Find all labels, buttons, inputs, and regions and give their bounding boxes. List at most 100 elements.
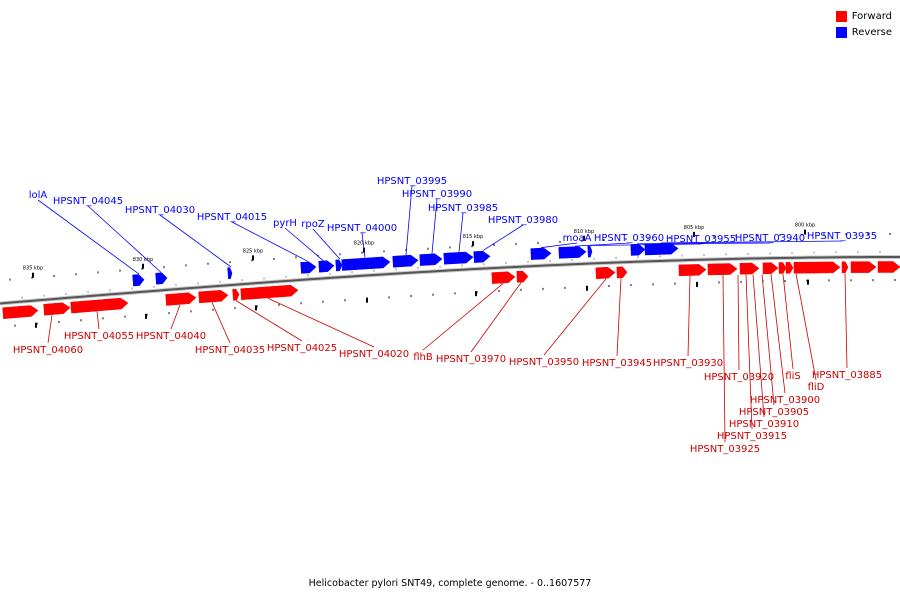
forward-gene-arrow [850, 261, 877, 273]
reverse-leader-line [284, 227, 324, 261]
forward-gene-label: HPSNT_04035 [195, 345, 265, 356]
tick-label: 815 kbp [463, 234, 483, 240]
reverse-leader-line [431, 198, 438, 254]
reverse-leader-line [660, 240, 843, 244]
reverse-leader-line [458, 212, 464, 252]
forward-gene-arrow [762, 262, 779, 275]
reverse-gene-arrow [587, 245, 593, 258]
forward-gene-arrow [165, 292, 197, 306]
reverse-gene-label: rpoZ [301, 219, 325, 230]
forward-gene-label: HPSNT_04025 [267, 343, 337, 354]
forward-gene-label: HPSNT_04055 [64, 331, 134, 342]
forward-leader-line [543, 278, 607, 356]
forward-gene-label: HPSNT_04060 [13, 345, 83, 356]
reverse-leader-line [231, 221, 309, 262]
forward-gene-label: HPSNT_03970 [436, 354, 506, 365]
tick-label: 835 kbp [23, 266, 43, 272]
tick-label: 810 kbp [574, 229, 594, 235]
reverse-leader-line [574, 242, 630, 247]
reverse-leader-line [540, 242, 578, 249]
reverse-gene-label: HPSNT_03935 [807, 231, 877, 242]
forward-leader-line [422, 283, 504, 351]
reverse-gene-label: HPSNT_04030 [125, 205, 195, 216]
forward-gene-label: HPSNT_03925 [690, 444, 760, 455]
forward-gene-label: HPSNT_04020 [339, 349, 409, 360]
forward-gene-label: HPSNT_03945 [582, 358, 652, 369]
reverse-gene-label: lolA [29, 190, 48, 201]
reverse-leader-line [37, 199, 140, 275]
forward-leader-line [737, 274, 740, 371]
reverse-gene-label: HPSNT_03960 [594, 233, 664, 244]
forward-leader-line [770, 274, 786, 394]
forward-leader-line [470, 282, 522, 353]
reverse-gene-arrow [419, 253, 443, 266]
reverse-gene-arrow [341, 256, 391, 271]
forward-leader-line [752, 274, 765, 418]
reverse-leader-line [482, 224, 524, 251]
reverse-gene-label: HPSNT_04000 [327, 223, 397, 234]
reverse-leader-line [589, 243, 702, 246]
forward-leader-line [722, 275, 726, 443]
legend-forward: Forward [835, 8, 892, 24]
forward-leader-line [170, 304, 181, 330]
reverse-gene-label: pyrH [273, 218, 297, 229]
legend: Forward Reverse [835, 8, 892, 40]
reverse-leader-line [405, 185, 413, 256]
forward-gene-arrow [43, 302, 71, 316]
reverse-gene-arrow [300, 261, 317, 274]
forward-leader-line [687, 276, 691, 357]
forward-gene-label: fliS [785, 371, 800, 382]
forward-gene-arrow [793, 261, 841, 274]
reverse-gene-label: HPSNT_03990 [402, 189, 472, 200]
reverse-leader-line [361, 232, 366, 258]
reverse-gene-arrow [558, 246, 587, 259]
reverse-gene-arrow [392, 254, 419, 268]
tick-label: 825 kbp [243, 248, 263, 254]
reverse-gene-arrow [335, 259, 343, 272]
forward-gene-arrow [198, 289, 229, 304]
forward-gene-label: fliD [808, 382, 825, 393]
forward-swatch [835, 10, 847, 22]
forward-gene-arrow [785, 262, 794, 274]
forward-leader-line [745, 274, 753, 430]
forward-gene-label: HPSNT_03885 [812, 370, 882, 381]
tick-label: 820 kbp [354, 241, 374, 247]
forward-gene-arrow [595, 267, 616, 280]
reverse-leader-line [159, 214, 232, 268]
forward-gene-label: HPSNT_03910 [729, 419, 799, 430]
reverse-gene-arrow [155, 272, 168, 285]
forward-gene-label: HPSNT_03900 [750, 395, 820, 406]
forward-leader-line [782, 273, 794, 370]
forward-gene-arrow [616, 266, 628, 279]
genome-caption: Helicobacter pylori SNT49, complete geno… [308, 578, 592, 589]
reverse-swatch [835, 26, 847, 38]
reverse-gene-label: HPSNT_03940 [735, 233, 805, 244]
tick-label: 800 kbp [795, 223, 815, 229]
forward-leader-line [267, 297, 375, 348]
forward-gene-arrow [739, 262, 760, 275]
forward-gene-arrow [2, 305, 39, 319]
forward-gene-label: HPSNT_03950 [509, 357, 579, 368]
forward-gene-label: HPSNT_03920 [704, 372, 774, 383]
reverse-gene-arrow [227, 267, 233, 280]
legend-reverse: Reverse [835, 24, 892, 40]
forward-leader-line [844, 273, 848, 369]
tick-label: 805 kbp [684, 225, 704, 231]
reverse-leader-line [636, 242, 771, 245]
reverse-leader-line [312, 228, 341, 260]
reverse-gene-label: HPSNT_03995 [377, 176, 447, 187]
forward-leader-line [235, 300, 303, 342]
forward-gene-arrow [841, 261, 849, 273]
forward-gene-arrow [877, 261, 900, 273]
forward-gene-arrow [778, 262, 787, 274]
forward-leader-line [47, 315, 53, 344]
reverse-gene-arrow [443, 251, 474, 265]
reverse-gene-arrow [318, 260, 335, 273]
legend-reverse-label: Reverse [851, 26, 892, 38]
forward-gene-label: HPSNT_03930 [653, 358, 723, 369]
forward-gene-arrow [240, 284, 299, 301]
forward-leader-line [761, 274, 775, 406]
reverse-gene-arrow [630, 243, 646, 256]
